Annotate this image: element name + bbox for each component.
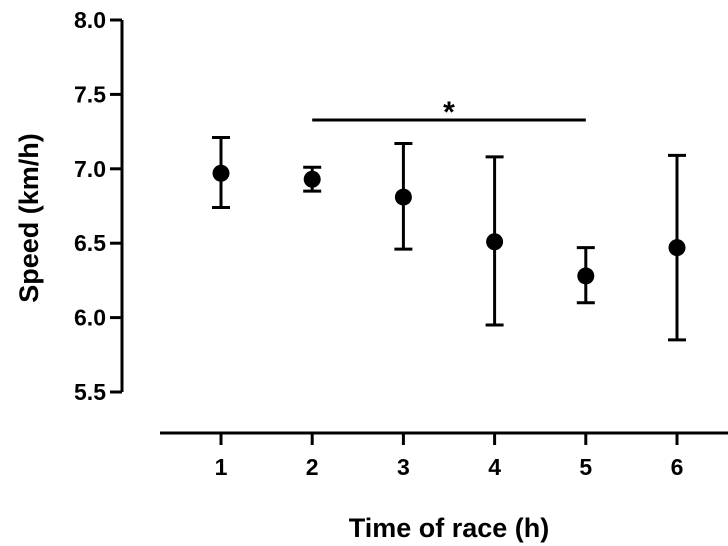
- y-tick-label: 7.5: [74, 81, 106, 107]
- x-tick-label: 3: [397, 454, 410, 480]
- x-tick-label: 6: [671, 454, 684, 480]
- data-point-group: [303, 165, 322, 193]
- data-point: [486, 233, 504, 251]
- significance-star: *: [443, 96, 455, 129]
- x-tick-label: 1: [215, 454, 228, 480]
- x-tick-label: 2: [306, 454, 319, 480]
- data-point: [668, 239, 686, 257]
- data-point-group: [485, 155, 504, 327]
- y-tick-label: 5.5: [74, 379, 106, 405]
- data-point-group: [394, 142, 413, 251]
- x-tick-label: 5: [579, 454, 592, 480]
- data-point: [303, 170, 321, 188]
- plot-area: [212, 136, 686, 342]
- data-point-group: [212, 136, 230, 209]
- data-point: [394, 188, 412, 206]
- y-tick-label: 6.5: [74, 230, 106, 256]
- data-point-group: [668, 153, 686, 342]
- x-tick-label: 4: [488, 454, 501, 480]
- significance-annotation: *: [312, 96, 586, 129]
- y-tick-label: 7.0: [74, 156, 106, 182]
- y-tick-label: 8.0: [74, 7, 106, 33]
- x-axis: 1 2 3 4 5 6: [160, 431, 728, 480]
- x-axis-title: Time of race (h): [349, 513, 550, 543]
- y-tick-label: 6.0: [74, 305, 106, 331]
- data-point-group: [576, 246, 595, 305]
- y-axis: 5.5 6.0 6.5 7.0 7.5 8.0: [74, 7, 124, 405]
- data-point: [577, 267, 595, 285]
- data-point: [212, 164, 230, 182]
- y-axis-title: Speed (km/h): [14, 133, 44, 303]
